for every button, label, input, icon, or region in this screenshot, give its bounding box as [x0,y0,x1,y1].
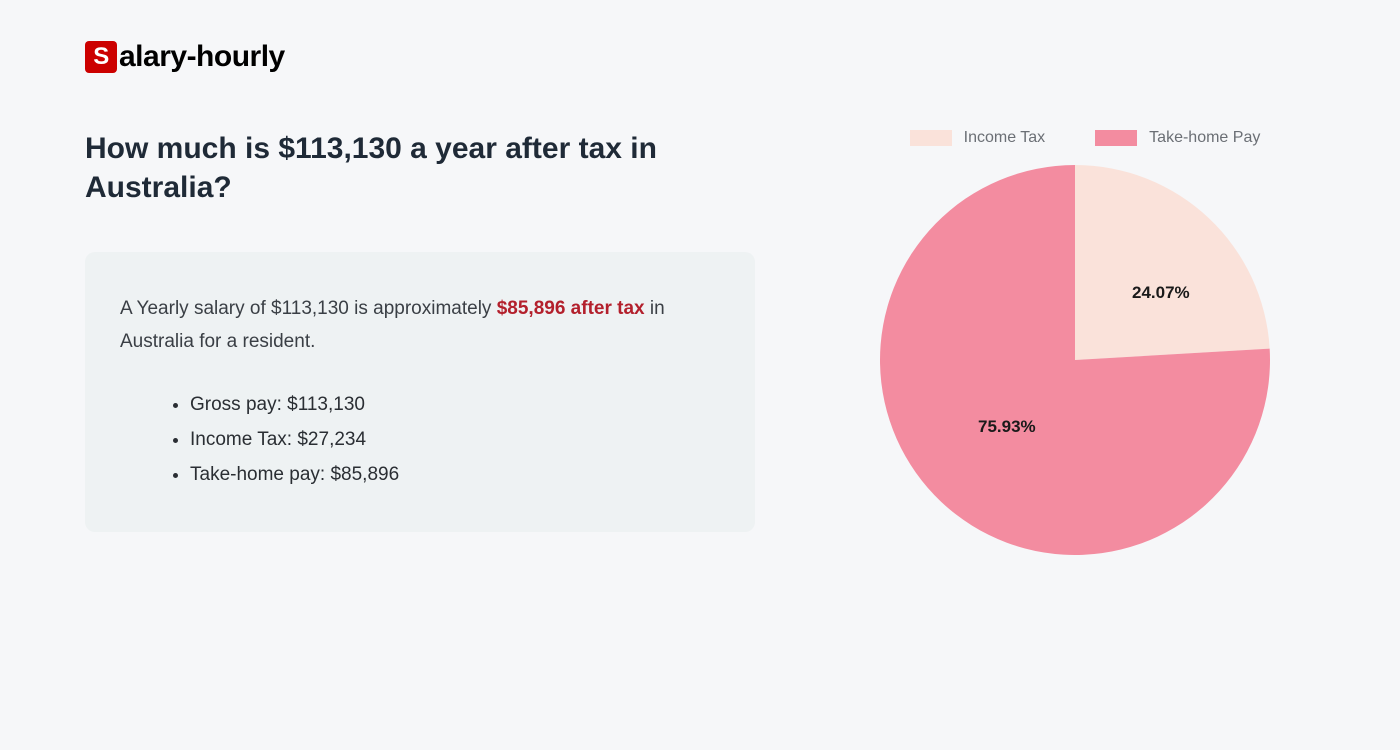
chart-legend: Income Tax Take-home Pay [855,129,1315,147]
page-title: How much is $113,130 a year after tax in… [85,129,755,207]
chart-column: Income Tax Take-home Pay 24.07% 75.93% [835,129,1315,555]
legend-swatch-icon [910,130,952,146]
legend-label: Take-home Pay [1149,129,1260,147]
pie-svg [880,165,1270,555]
logo-s-icon: S [85,41,117,73]
info-paragraph: A Yearly salary of $113,130 is approxima… [120,292,720,359]
content-row: How much is $113,130 a year after tax in… [85,129,1315,555]
logo-text: alary-hourly [119,40,285,74]
legend-label: Income Tax [964,129,1046,147]
legend-item-income-tax: Income Tax [910,129,1046,147]
info-box: A Yearly salary of $113,130 is approxima… [85,252,755,532]
pie-slice-label: 75.93% [978,417,1036,437]
list-item: Gross pay: $113,130 [190,387,720,422]
legend-item-take-home: Take-home Pay [1095,129,1260,147]
logo: Salary-hourly [85,40,1315,74]
list-item: Take-home pay: $85,896 [190,457,720,492]
left-column: How much is $113,130 a year after tax in… [85,129,755,555]
pie-slice-label: 24.07% [1132,283,1190,303]
legend-swatch-icon [1095,130,1137,146]
info-list: Gross pay: $113,130 Income Tax: $27,234 … [120,387,720,492]
info-highlight: $85,896 after tax [497,298,645,319]
list-item: Income Tax: $27,234 [190,422,720,457]
info-pre: A Yearly salary of $113,130 is approxima… [120,298,497,319]
pie-chart: 24.07% 75.93% [880,165,1270,555]
